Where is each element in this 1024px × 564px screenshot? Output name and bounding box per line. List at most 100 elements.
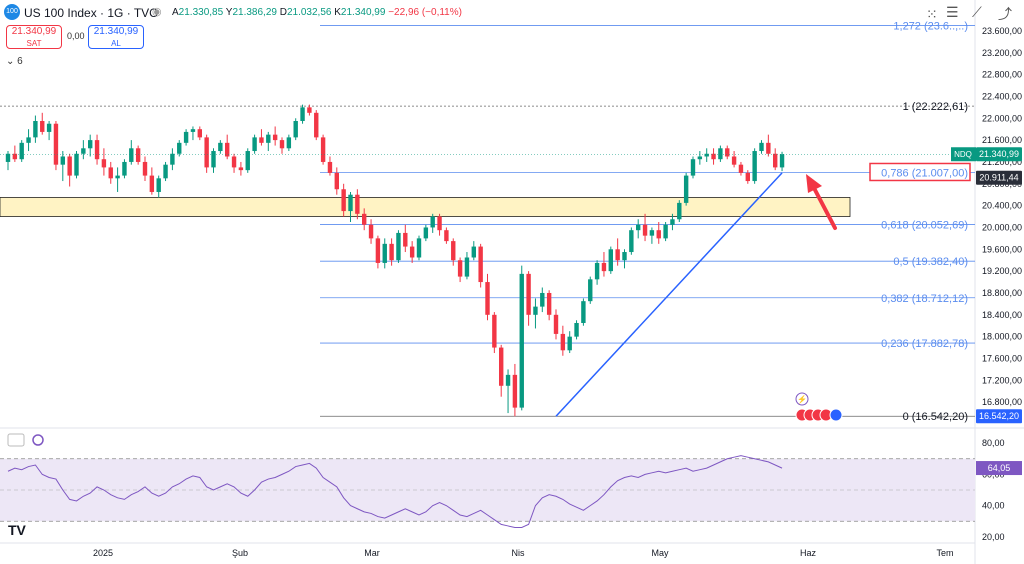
candle-body bbox=[286, 137, 292, 149]
low-price-tag bbox=[976, 409, 1022, 424]
candle-body bbox=[608, 249, 613, 272]
candle-body bbox=[156, 178, 161, 192]
candle-body bbox=[197, 129, 202, 138]
candle-body bbox=[437, 216, 442, 231]
candle-body bbox=[594, 262, 600, 280]
indicator-count[interactable]: ⌄ 6 bbox=[6, 56, 23, 67]
sell-button[interactable]: 21.340,99 SAT bbox=[6, 25, 62, 49]
candle-body bbox=[670, 219, 675, 225]
candle-body bbox=[766, 142, 771, 154]
candle-body bbox=[355, 194, 360, 214]
candle-body bbox=[204, 137, 209, 168]
buy-button[interactable]: 21.340,99 AL bbox=[88, 25, 144, 49]
candle-body bbox=[341, 189, 346, 212]
symbol-logo: 100 bbox=[4, 4, 20, 20]
candle-body bbox=[74, 153, 79, 176]
fib-label: 0,5 (19.382,40) bbox=[893, 256, 968, 268]
candle-body bbox=[190, 129, 196, 132]
candle-body bbox=[320, 137, 326, 162]
price-tick-label: 18.800,00 bbox=[982, 288, 1022, 298]
candle-body bbox=[19, 142, 24, 160]
candle-body bbox=[725, 148, 730, 157]
candle-body bbox=[5, 153, 11, 162]
candle-body bbox=[574, 323, 579, 337]
candle-body bbox=[533, 306, 538, 315]
rsi-tick-label: 20,00 bbox=[982, 532, 1005, 542]
price-tick-label: 21.600,00 bbox=[982, 135, 1022, 145]
candle-body bbox=[293, 121, 298, 138]
candle-body bbox=[177, 142, 182, 154]
candle-body bbox=[457, 260, 463, 277]
price-tick-label: 20.000,00 bbox=[982, 222, 1022, 232]
fib-label: 0,236 (17.882,78) bbox=[881, 338, 968, 350]
candle-body bbox=[499, 347, 504, 386]
cursor-price-tag-text: 20.911,44 bbox=[979, 173, 1018, 183]
candle-body bbox=[60, 156, 65, 165]
candle-body bbox=[183, 131, 189, 143]
candle-body bbox=[67, 156, 72, 176]
candle-body bbox=[560, 333, 566, 351]
candle-body bbox=[546, 292, 552, 315]
candle-body bbox=[588, 279, 593, 302]
candle-body bbox=[485, 282, 490, 315]
candle-body bbox=[88, 140, 93, 149]
hide-icon[interactable]: ◉ bbox=[152, 6, 162, 18]
candle-body bbox=[622, 252, 627, 261]
candle-body bbox=[238, 167, 244, 171]
candle-body bbox=[245, 151, 250, 171]
path-tool-icon[interactable]: ⤴ bbox=[998, 6, 1012, 22]
candle-body bbox=[416, 238, 422, 258]
candle-body bbox=[464, 257, 470, 277]
support-zone-rect bbox=[0, 197, 851, 217]
candle-body bbox=[512, 374, 518, 408]
price-tick-label: 21.200,00 bbox=[982, 157, 1022, 167]
candle-body bbox=[430, 216, 435, 228]
symbol-title[interactable]: US 100 Index · 1G · TVC bbox=[24, 6, 158, 20]
price-tick-label: 23.600,00 bbox=[982, 26, 1022, 36]
fib-label: 0,618 (20.052,69) bbox=[881, 220, 968, 232]
list-icon[interactable]: ☰ bbox=[946, 4, 959, 20]
rsi-tick-label: 40,00 bbox=[982, 501, 1005, 511]
candle-body bbox=[129, 148, 134, 162]
rsi-value-tag-text: 64,05 bbox=[988, 463, 1011, 473]
candle-body bbox=[348, 194, 353, 212]
candle-body bbox=[649, 230, 655, 236]
ohlc-readout: A21.330,85 Y21.386,29 D21.032,56 K21.340… bbox=[172, 7, 462, 18]
candle-body bbox=[163, 164, 168, 179]
candle-body bbox=[94, 140, 100, 160]
time-tick-label: Mar bbox=[364, 548, 380, 558]
candle-body bbox=[33, 121, 38, 138]
candle-body bbox=[122, 161, 127, 176]
event-badges: ⚡ bbox=[795, 392, 843, 422]
candle-body bbox=[718, 148, 723, 160]
trend-tool-icon[interactable]: ⟋ bbox=[972, 4, 982, 20]
candle-body bbox=[396, 232, 401, 261]
trend-line bbox=[555, 172, 783, 417]
candle-body bbox=[149, 175, 155, 192]
low-price-tag-text: 16.542,20 bbox=[979, 411, 1019, 421]
price-tick-label: 19.200,00 bbox=[982, 266, 1022, 276]
candle-body bbox=[663, 224, 668, 239]
candle-body bbox=[362, 213, 367, 225]
collapse-icon bbox=[7, 433, 25, 447]
candle-body bbox=[711, 153, 716, 160]
candle-body bbox=[451, 241, 456, 261]
candle-body bbox=[677, 202, 682, 220]
dots-grid-icon[interactable]: ⁙ bbox=[926, 6, 938, 22]
rsi-value-tag bbox=[976, 461, 1022, 476]
settings-icon bbox=[32, 434, 44, 446]
svg-text:⚡: ⚡ bbox=[797, 394, 807, 404]
candle-body bbox=[478, 246, 483, 283]
candle-body bbox=[423, 227, 429, 239]
candle-body bbox=[697, 156, 703, 160]
fib-label: 0,786 (21.007,00) bbox=[881, 167, 968, 179]
candle-body bbox=[53, 123, 59, 165]
candle-body bbox=[581, 301, 586, 323]
time-tick-label: Nis bbox=[512, 548, 525, 558]
candle-body bbox=[567, 336, 572, 351]
candle-body bbox=[636, 224, 641, 231]
candle-body bbox=[81, 148, 86, 154]
candle-body bbox=[642, 224, 648, 236]
annotation-arrow bbox=[806, 174, 837, 230]
